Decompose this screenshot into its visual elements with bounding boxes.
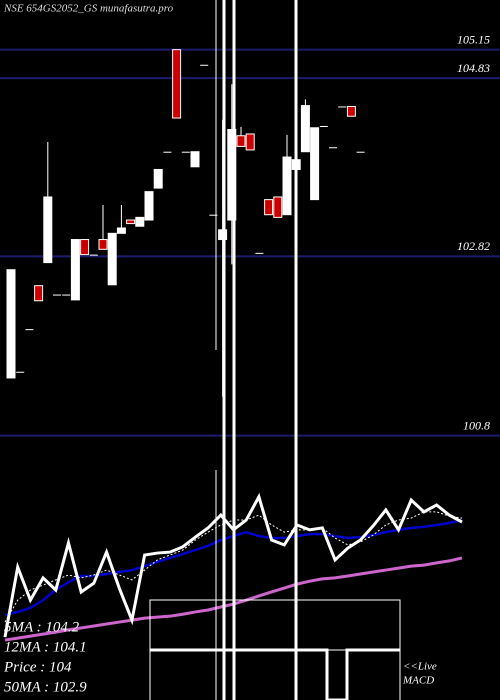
legend-entry: Price : 104: [3, 659, 72, 675]
candle-body: [126, 219, 136, 225]
candle-body: [144, 191, 154, 221]
candle-body: [255, 252, 264, 254]
candle-body: [43, 196, 53, 264]
candle-body: [236, 135, 246, 147]
candle-body: [135, 216, 145, 227]
candle-body: [218, 229, 228, 241]
candle-body: [163, 151, 172, 153]
y-tick-label: 104.83: [457, 61, 490, 75]
candle-body: [273, 196, 283, 218]
candle-body: [172, 49, 182, 119]
candle-body: [25, 329, 34, 331]
candle-body: [319, 125, 328, 127]
candle-body: [107, 232, 117, 286]
candle-body: [291, 159, 301, 170]
candle-body: [310, 127, 320, 201]
candle-body: [181, 151, 190, 153]
candle-body: [245, 133, 255, 151]
chart-title: NSE 654GS2052_GS munafasutra.pro: [3, 3, 174, 15]
candle-body: [53, 294, 61, 296]
candle-body: [329, 147, 337, 149]
candle-body: [62, 294, 71, 296]
candle-body: [209, 214, 218, 216]
candle-body: [338, 106, 347, 108]
candle-body: [264, 199, 274, 216]
annotation: MACD: [402, 675, 434, 687]
candle-body: [300, 105, 310, 153]
legend-entry: 5MA : 104.2: [4, 619, 80, 635]
legend-entry: 12MA : 104.1: [4, 639, 87, 655]
candle-body: [282, 156, 292, 216]
candle-body: [346, 105, 356, 117]
candle-body: [98, 239, 108, 250]
candle-body: [16, 371, 25, 373]
y-tick-label: 100.8: [463, 418, 490, 432]
y-tick-label: 105.15: [457, 32, 490, 46]
candle-body: [227, 129, 237, 221]
candle-body: [190, 151, 200, 168]
candle-body: [80, 239, 90, 256]
candle-body: [356, 151, 365, 153]
annotation: <<Live: [403, 661, 437, 673]
candle-body: [116, 227, 126, 234]
candle-body: [34, 285, 44, 302]
y-tick-label: 102.82: [457, 239, 490, 253]
candle-body: [153, 168, 163, 189]
candle-body: [70, 239, 80, 301]
candle-body: [6, 269, 16, 379]
candle-body: [89, 254, 98, 256]
legend-entry: 50MA : 102.9: [4, 679, 87, 695]
candle-body: [200, 64, 209, 66]
